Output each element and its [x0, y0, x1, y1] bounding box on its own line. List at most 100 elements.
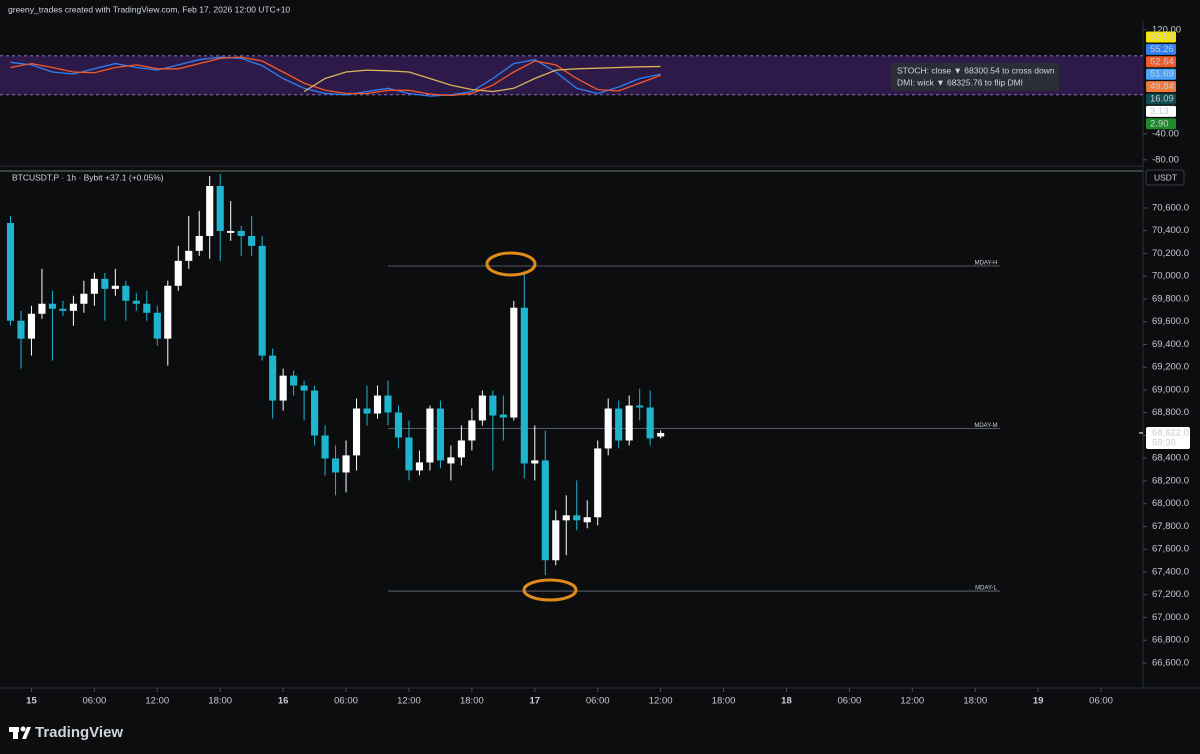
x-tick-label: 15 — [26, 696, 37, 707]
candle-body — [111, 285, 119, 289]
value-badge-label: 63.53 — [1150, 32, 1174, 43]
y-tick-label: 66,800.0 — [1152, 635, 1189, 646]
main-pane: 66,600.0 66,800.0 67,000.0 67,200.0 67,400.0… — [6, 173, 1190, 707]
candle-body — [510, 307, 518, 418]
level-label: MDAY-H — [975, 261, 998, 267]
candle-body — [59, 308, 67, 311]
candle-body — [80, 293, 88, 304]
candle-body — [17, 320, 25, 339]
x-tick-label: 18:00 — [208, 696, 232, 707]
annotation-circle — [485, 251, 537, 277]
value-badge — [1146, 93, 1176, 105]
candle-body — [101, 278, 109, 289]
x-tick-label: 18 — [781, 696, 792, 707]
info-line: DMI: wick ▼ 68325.76 to flip DMI — [897, 77, 1023, 87]
candle-body — [552, 520, 560, 561]
y-tick-label: 69,600.0 — [1152, 316, 1189, 327]
candle-body — [489, 395, 497, 416]
candle-body — [185, 250, 193, 261]
currency-label: USDT — [1154, 172, 1177, 182]
candle-body — [352, 408, 361, 456]
candle-body — [531, 460, 539, 464]
candle-body — [38, 303, 46, 314]
candle-body — [457, 440, 465, 458]
candle-body — [583, 517, 591, 523]
x-tick-label: 18:00 — [712, 696, 736, 707]
value-badge — [1146, 68, 1176, 80]
x-tick-label: 06:00 — [1089, 696, 1113, 707]
x-tick-label: 06:00 — [586, 696, 610, 707]
candle-body — [478, 395, 486, 421]
change-label: +37.1 (+0.05%) — [105, 172, 164, 182]
candle-body — [573, 515, 581, 521]
y-tick-label: 70,400.0 — [1152, 225, 1189, 236]
candle-body — [164, 285, 172, 339]
y-tick-label: 69,200.0 — [1152, 362, 1189, 373]
candle-body — [604, 408, 612, 449]
x-tick-label: 12:00 — [900, 696, 924, 707]
y-tick-label: -80.00 — [1152, 154, 1179, 165]
x-tick-label: 19 — [1033, 696, 1044, 707]
level-label: MDAY-M — [974, 423, 997, 429]
candle-body — [615, 408, 623, 441]
candle-body — [499, 414, 507, 418]
x-tick-label: 17 — [530, 696, 541, 707]
indicator-line — [303, 65, 661, 93]
candle-body — [426, 408, 434, 463]
y-tick-label: 67,400.0 — [1152, 566, 1189, 577]
x-tick-label: 06:00 — [837, 696, 861, 707]
candle-body — [541, 460, 549, 561]
y-tick-label: 68,200.0 — [1152, 475, 1189, 486]
candle-body — [6, 222, 15, 321]
value-badge-label: 52.64 — [1150, 56, 1174, 67]
candle-body — [27, 313, 36, 339]
y-tick-label: 68,000.0 — [1152, 498, 1189, 509]
y-tick-label: 68,800.0 — [1152, 407, 1189, 418]
candle-body — [269, 355, 277, 401]
y-tick-label: 68,400.0 — [1152, 453, 1189, 464]
y-tick-label: 70,200.0 — [1152, 248, 1189, 259]
y-tick-label: 120.00 — [1152, 24, 1181, 35]
value-badge-label: 51.69 — [1150, 69, 1174, 80]
candle-body — [206, 186, 214, 236]
x-tick-label: 18:00 — [460, 696, 484, 707]
value-badge-label: 49.84 — [1150, 81, 1174, 92]
candle-body — [342, 455, 350, 473]
candle-body — [248, 235, 256, 246]
candle-body — [153, 312, 161, 339]
candle-body — [300, 385, 308, 391]
candle-body — [594, 448, 602, 518]
candle-body — [227, 230, 235, 233]
candle-body — [363, 408, 371, 414]
y-tick-label: 69,000.0 — [1152, 384, 1189, 395]
level-label: MDAY-L — [975, 586, 997, 592]
candle-body — [394, 412, 403, 438]
candle-body — [321, 435, 329, 459]
x-tick-label: 16 — [278, 696, 289, 707]
candle-body — [195, 235, 203, 251]
value-badge — [1146, 31, 1176, 43]
y-tick-label: 69,800.0 — [1152, 293, 1189, 304]
candle-body — [90, 278, 98, 294]
x-tick-label: 12:00 — [145, 696, 169, 707]
candle-body — [520, 307, 528, 464]
candle-body — [415, 462, 424, 471]
candle-body — [311, 390, 319, 436]
candle-body — [636, 405, 644, 408]
candle-body — [48, 303, 56, 309]
value-badge — [1146, 81, 1176, 93]
x-tick-label: 06:00 — [82, 696, 106, 707]
countdown-label: 59:30 — [1152, 437, 1176, 448]
header-text: greeny_trades created with TradingView.c… — [8, 4, 290, 14]
value-badge-label: 2.90 — [1150, 118, 1169, 129]
footer-logo — [9, 726, 31, 739]
y-tick-label: 69,400.0 — [1152, 339, 1189, 350]
candle-body — [216, 186, 224, 231]
candle-body — [405, 437, 413, 471]
candle-body — [436, 408, 444, 461]
currency-box[interactable] — [1145, 169, 1185, 186]
x-tick-label: 12:00 — [397, 696, 421, 707]
indicator-line — [10, 56, 661, 97]
candle-body — [132, 300, 140, 304]
